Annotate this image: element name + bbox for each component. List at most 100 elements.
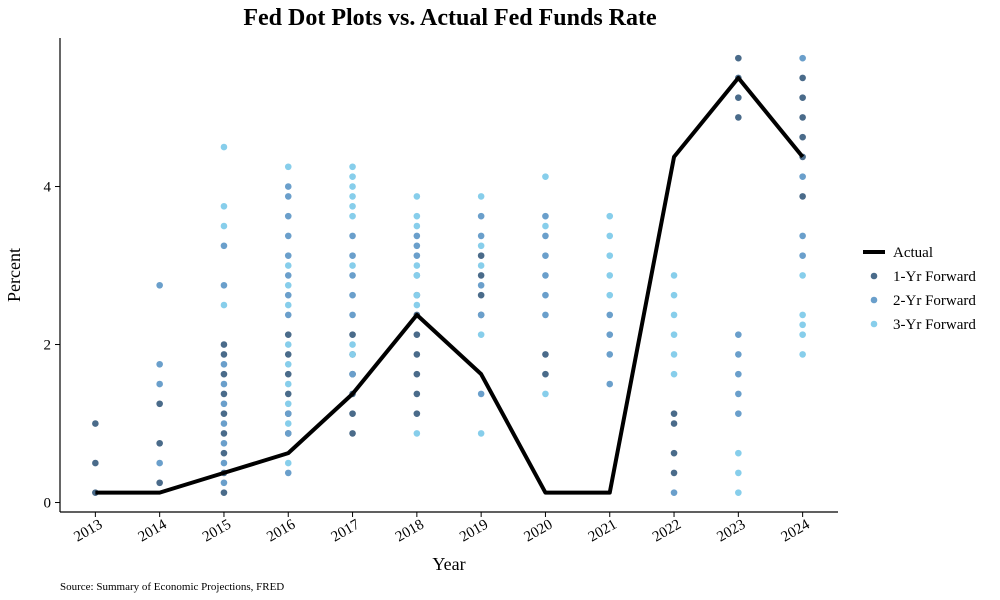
dot-point bbox=[413, 331, 421, 338]
legend-swatch-2yr bbox=[870, 296, 878, 304]
legend-swatch-3yr bbox=[870, 320, 878, 328]
dot-point bbox=[220, 390, 228, 398]
dot-point bbox=[799, 94, 806, 101]
source-note: Source: Summary of Economic Projections,… bbox=[60, 581, 284, 593]
x-tick-label: 2022 bbox=[650, 517, 684, 546]
dot-point bbox=[670, 469, 678, 477]
dot-point bbox=[477, 252, 485, 259]
dot-point bbox=[477, 272, 485, 279]
dot-point bbox=[670, 272, 678, 279]
dot-point bbox=[284, 410, 292, 417]
dot-point bbox=[799, 351, 806, 358]
dot-point bbox=[156, 479, 163, 487]
dot-point bbox=[542, 212, 549, 220]
dot-point bbox=[606, 291, 614, 299]
dot-point bbox=[542, 370, 549, 378]
dot-point bbox=[477, 212, 485, 220]
x-tick-label: 2013 bbox=[71, 517, 105, 546]
dot-point bbox=[220, 242, 228, 250]
dot-point bbox=[735, 114, 742, 121]
x-tick-label: 2019 bbox=[457, 517, 491, 546]
dot-point bbox=[349, 252, 356, 259]
dot-point bbox=[799, 133, 806, 141]
dot-point bbox=[284, 163, 292, 171]
dot-point bbox=[284, 370, 292, 378]
dot-point bbox=[413, 262, 421, 269]
dot-point bbox=[413, 370, 421, 378]
dot-point bbox=[799, 74, 806, 82]
dot-point bbox=[349, 351, 356, 358]
dots-layer bbox=[92, 54, 806, 496]
y-tick-label: 0 bbox=[44, 496, 52, 512]
dot-point bbox=[349, 370, 356, 378]
dot-point bbox=[349, 232, 356, 240]
dot-point bbox=[284, 360, 292, 368]
dot-point bbox=[542, 173, 549, 180]
dot-point bbox=[542, 390, 549, 398]
dot-point bbox=[735, 351, 742, 358]
x-tick-label: 2018 bbox=[393, 517, 427, 546]
dot-point bbox=[220, 143, 228, 151]
dot-point bbox=[799, 173, 806, 180]
dot-point bbox=[284, 390, 292, 398]
dot-point bbox=[735, 370, 742, 378]
dot-point bbox=[349, 183, 356, 190]
dot-point bbox=[220, 281, 228, 289]
dot-point bbox=[413, 193, 421, 200]
x-tick-label: 2020 bbox=[521, 517, 555, 546]
dot-point bbox=[220, 400, 228, 408]
dot-point bbox=[606, 331, 614, 338]
dot-point bbox=[284, 193, 292, 200]
series-2 bbox=[156, 54, 806, 496]
dot-point bbox=[413, 301, 421, 309]
dot-point bbox=[413, 242, 421, 250]
dot-point bbox=[349, 272, 356, 279]
dot-point bbox=[220, 222, 228, 230]
dot-point bbox=[670, 370, 678, 378]
x-tick-label: 2015 bbox=[200, 517, 234, 546]
dot-point bbox=[349, 173, 356, 180]
dot-point bbox=[799, 311, 806, 319]
dot-point bbox=[220, 479, 228, 487]
legend-swatch-1yr bbox=[870, 272, 878, 280]
series-3 bbox=[220, 143, 806, 496]
dot-point bbox=[284, 469, 292, 477]
x-tick-label: 2016 bbox=[264, 516, 298, 545]
legend-label-1yr: 1-Yr Forward bbox=[893, 269, 976, 285]
y-axis-title: Percent bbox=[4, 248, 24, 302]
dot-point bbox=[799, 321, 806, 329]
dot-point bbox=[413, 252, 421, 259]
dot-point bbox=[477, 311, 485, 319]
dot-point bbox=[156, 459, 163, 467]
dot-point bbox=[735, 390, 742, 398]
dot-point bbox=[477, 430, 485, 437]
dot-point bbox=[92, 420, 99, 427]
dot-point bbox=[413, 222, 421, 230]
dot-point bbox=[477, 193, 485, 200]
dot-point bbox=[349, 341, 356, 348]
dot-point bbox=[284, 331, 292, 338]
dot-point bbox=[349, 311, 356, 319]
dot-point bbox=[477, 242, 485, 250]
dot-point bbox=[284, 430, 292, 437]
dot-point bbox=[413, 410, 421, 417]
dot-point bbox=[349, 202, 356, 210]
dot-point bbox=[349, 410, 356, 417]
dot-point bbox=[413, 212, 421, 220]
dot-point bbox=[284, 212, 292, 220]
dot-point bbox=[542, 311, 549, 319]
dot-point bbox=[349, 430, 356, 437]
dot-point bbox=[606, 380, 614, 388]
dot-point bbox=[606, 311, 614, 319]
dot-point bbox=[735, 469, 742, 477]
dot-point bbox=[735, 331, 742, 338]
dot-point bbox=[284, 420, 292, 427]
legend-label-3yr: 3-Yr Forward bbox=[893, 317, 976, 333]
x-tick-label: 2021 bbox=[586, 517, 620, 546]
dot-point bbox=[413, 291, 421, 299]
dot-point bbox=[284, 380, 292, 388]
actual-line-layer bbox=[95, 75, 805, 495]
dot-point bbox=[606, 232, 614, 240]
dot-point bbox=[542, 222, 549, 230]
